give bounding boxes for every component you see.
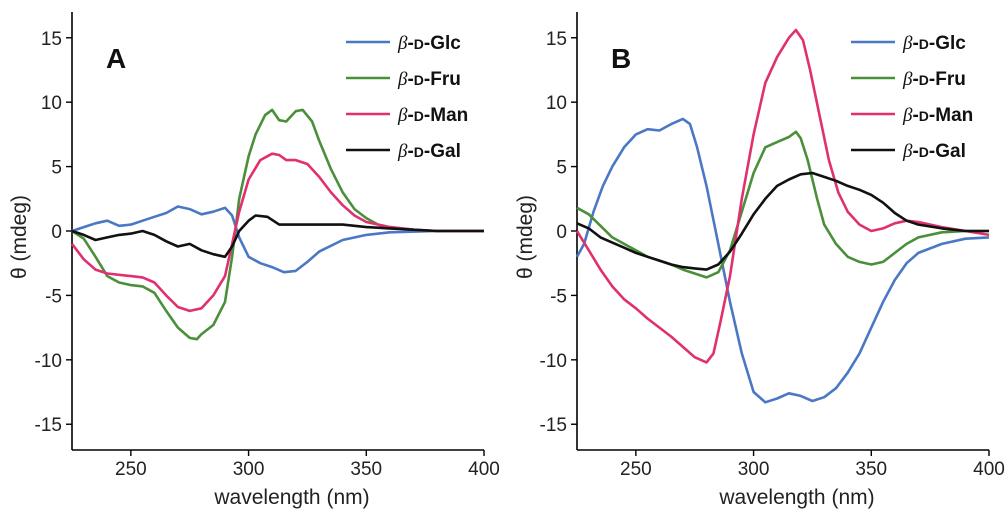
legend-label: β-D-Gal xyxy=(397,141,461,162)
series-line-1 xyxy=(577,119,989,402)
y-tick-label: -15 xyxy=(35,415,62,436)
x-axis-title: wavelength (nm) xyxy=(213,486,369,509)
y-tick-label: 0 xyxy=(556,222,567,243)
legend-label: β-D-Glc xyxy=(902,33,966,54)
y-tick-label: -5 xyxy=(45,286,62,307)
legend-label: β-D-Man xyxy=(902,105,973,126)
y-tick-label: -10 xyxy=(35,351,62,372)
y-tick-label: 10 xyxy=(41,93,62,114)
x-tick-label: 250 xyxy=(115,459,147,480)
series-line-4 xyxy=(577,173,989,270)
panel-label: B xyxy=(611,43,631,74)
y-tick-label: 15 xyxy=(546,29,567,50)
legend-label: β-D-Glc xyxy=(397,33,461,54)
y-tick-label: 0 xyxy=(51,222,62,243)
x-tick-label: 350 xyxy=(855,459,887,480)
y-tick-label: -15 xyxy=(540,415,567,436)
panel-label: A xyxy=(106,43,126,74)
chart-panel-a: 15 10 5 0 -5 -10 -15 250 300 350 400 wavelength (nm… xyxy=(8,12,500,509)
y-tick-label: 10 xyxy=(546,93,567,114)
y-axis-title: θ (mdeg) xyxy=(514,195,537,279)
legend-label: β-D-Fru xyxy=(397,69,461,90)
x-axis-title: wavelength (nm) xyxy=(718,486,874,509)
y-tick-label: 15 xyxy=(41,29,62,50)
y-axis-title: θ (mdeg) xyxy=(8,195,31,279)
x-tick-label: 350 xyxy=(350,459,382,480)
legend-label: β-D-Gal xyxy=(902,141,966,162)
y-tick-label: -10 xyxy=(540,351,567,372)
x-tick-label: 300 xyxy=(233,459,265,480)
x-tick-label: 400 xyxy=(468,459,500,480)
y-tick-label: 5 xyxy=(556,158,567,179)
legend-label: β-D-Fru xyxy=(902,69,966,90)
series-line-4 xyxy=(72,216,484,257)
x-tick-label: 250 xyxy=(620,459,652,480)
x-tick-label: 300 xyxy=(738,459,770,480)
y-tick-label: 5 xyxy=(51,158,62,179)
series-line-1 xyxy=(72,207,484,273)
y-tick-label: -5 xyxy=(550,286,567,307)
x-tick-label: 400 xyxy=(973,459,1005,480)
chart-panel-b: 15 10 5 0 -5 -10 -15 250 300 350 400 wavelength (nm… xyxy=(514,12,1005,509)
legend-label: β-D-Man xyxy=(397,105,468,126)
